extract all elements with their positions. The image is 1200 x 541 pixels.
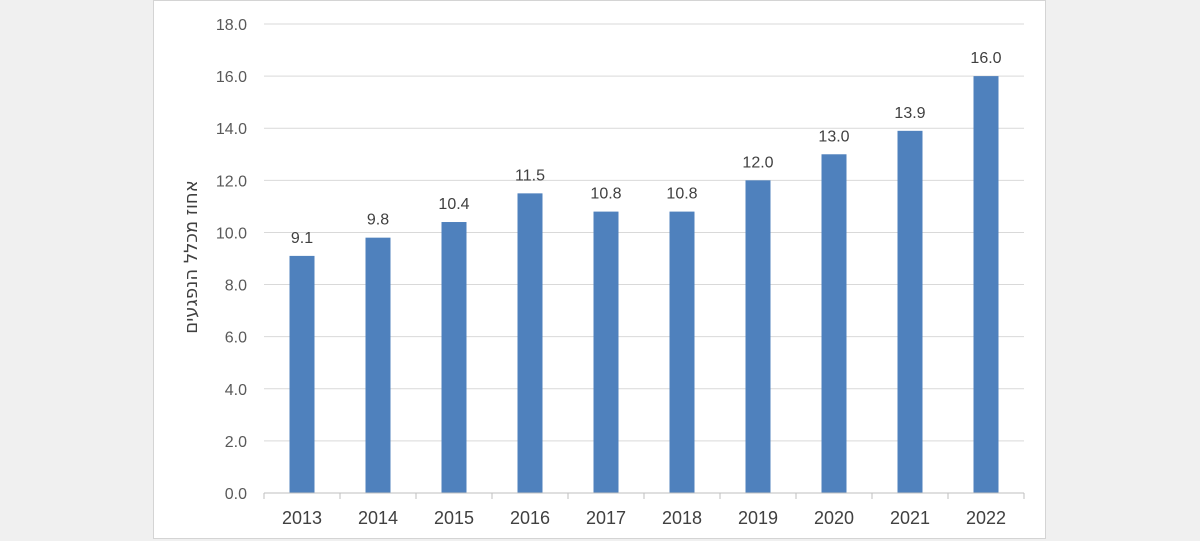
bar-2014 [365,237,391,493]
y-tick-label: 8.0 [225,278,247,295]
data-label-2013: 9.1 [291,230,313,247]
x-tick-label-2018: 2018 [662,508,702,528]
data-label-2015: 10.4 [438,196,469,213]
x-tick-label-2016: 2016 [510,508,550,528]
x-tick-label-2020: 2020 [814,508,854,528]
x-tick-label-2015: 2015 [434,508,474,528]
x-tick-label-2014: 2014 [358,508,398,528]
y-tick-label: 14.0 [216,121,247,138]
x-tick-label-2022: 2022 [966,508,1006,528]
bar-2020 [821,154,847,493]
bar-2021 [897,130,923,494]
y-tick-label: 0.0 [225,486,247,503]
y-tick-label: 4.0 [225,382,247,399]
x-axis [263,492,1025,499]
data-label-2017: 10.8 [590,186,621,203]
y-tick-label: 12.0 [216,173,247,190]
data-label-2014: 9.8 [367,212,389,229]
data-label-2022: 16.0 [970,50,1001,67]
y-tick-label: 18.0 [216,17,247,34]
data-label-2018: 10.8 [666,186,697,203]
y-tick-label: 16.0 [216,69,247,86]
x-tick-label-2013: 2013 [282,508,322,528]
data-labels: 9.1 9.8 10.4 11.5 10.8 10.8 12.0 13.0 13.9 16.0 [291,50,1002,247]
y-tick-label: 2.0 [225,434,247,451]
x-tick-label-2019: 2019 [738,508,778,528]
bars [289,76,999,494]
x-tick-label-2017: 2017 [586,508,626,528]
y-tick-label: 6.0 [225,330,247,347]
y-tick-label: 10.0 [216,225,247,242]
y-axis-tick-labels: 0.0 2.0 4.0 6.0 8.0 10.0 12.0 14.0 16.0 18.0 [216,17,247,503]
data-label-2020: 13.0 [818,128,849,145]
gridlines [264,23,1024,442]
bar-chart: 0.0 2.0 4.0 6.0 8.0 10.0 12.0 14.0 16.0 18.0 2013… [181,17,1025,528]
bar-2015 [441,222,467,493]
data-label-2016: 11.5 [515,167,545,184]
x-tick-label-2021: 2021 [890,508,930,528]
bar-2013 [289,255,315,493]
bar-2016 [517,193,543,493]
bar-2018 [669,211,695,493]
bar-2019 [745,180,771,494]
chart-frame: 0.0 2.0 4.0 6.0 8.0 10.0 12.0 14.0 16.0 18.0 2013… [153,0,1046,539]
bar-2017 [593,211,619,493]
data-label-2019: 12.0 [742,154,773,171]
y-axis-title: אחוז מכלל הנפגעים [181,180,202,333]
bar-2022 [973,76,999,493]
data-label-2021: 13.9 [894,105,925,122]
x-axis-tick-labels: 2013 2014 2015 2016 2017 2018 2019 2020 2021 2022 [282,508,1006,528]
